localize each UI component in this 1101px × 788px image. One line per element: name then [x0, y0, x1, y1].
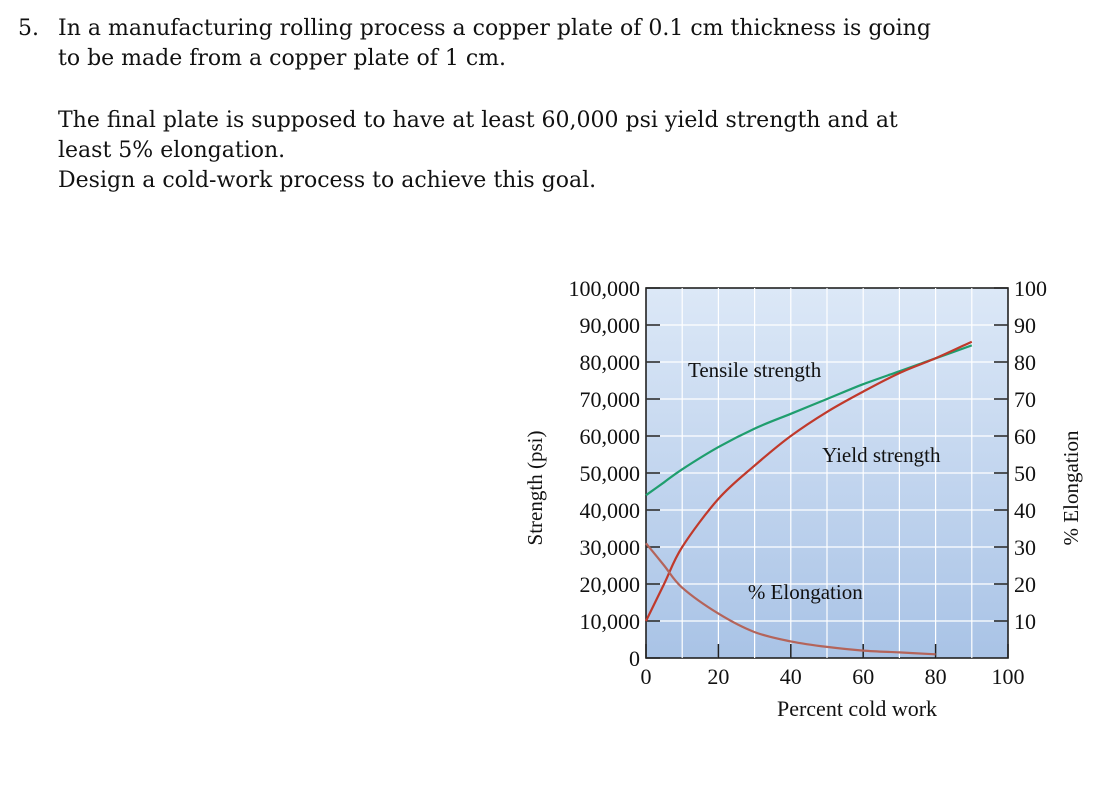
problem-line-5: Design a cold-work process to achieve th…	[58, 168, 597, 193]
y-left-tick-label: 10,000	[580, 609, 641, 634]
problem-line-3: The final plate is supposed to have at l…	[58, 108, 898, 133]
x-tick-label: 40	[780, 664, 802, 689]
problem-line-4: least 5% elongation.	[58, 138, 286, 163]
y-right-tick-label: 20	[1014, 572, 1036, 597]
x-axis-label: Percent cold work	[777, 696, 937, 721]
y-left-axis-label: Strength (psi)	[523, 431, 547, 546]
x-tick-label: 60	[852, 664, 874, 689]
y-right-tick-label: 10	[1014, 609, 1036, 634]
y-left-tick-label: 90,000	[580, 313, 641, 338]
y-right-tick-label: 90	[1014, 313, 1036, 338]
y-right-tick-label: 40	[1014, 498, 1036, 523]
y-right-axis-label: % Elongation	[1059, 430, 1083, 545]
annotation-tensile-strength: Tensile strength	[688, 358, 822, 382]
y-left-tick-label: 0	[629, 646, 640, 671]
y-right-tick-label: 70	[1014, 387, 1036, 412]
y-right-tick-label: 80	[1014, 350, 1036, 375]
problem-line-2: to be made from a copper plate of 1 cm.	[58, 46, 507, 71]
problem-statement: 5. In a manufacturing rolling process a …	[18, 14, 1078, 196]
y-left-tick-label: 70,000	[580, 387, 641, 412]
y-left-tick-label: 50,000	[580, 461, 641, 486]
x-tick-label: 20	[707, 664, 729, 689]
y-left-tick-label: 100,000	[569, 276, 641, 301]
y-right-tick-label: 30	[1014, 535, 1036, 560]
y-left-tick-label: 40,000	[580, 498, 641, 523]
series-line-yield-strength	[645, 340, 973, 622]
y-left-tick-label: 80,000	[580, 350, 641, 375]
x-tick-label: 80	[925, 664, 947, 689]
question-number: 5.	[18, 16, 39, 41]
y-left-tick-label: 60,000	[580, 424, 641, 449]
annotation-elongation: % Elongation	[748, 580, 863, 604]
y-right-tick-label: 50	[1014, 461, 1036, 486]
series-line-elongation	[645, 542, 936, 656]
x-tick-label: 100	[992, 664, 1025, 689]
y-left-tick-label: 20,000	[580, 572, 641, 597]
y-right-tick-label: 60	[1014, 424, 1036, 449]
problem-line-1: In a manufacturing rolling process a cop…	[58, 16, 931, 41]
y-left-tick-label: 30,000	[580, 535, 641, 560]
cold-work-chart: 0 10,000 20,000 30,000 40,000 50,000 60,000 70,…	[523, 276, 1083, 721]
x-tick-label: 0	[641, 664, 652, 689]
annotation-yield-strength: Yield strength	[822, 443, 941, 467]
y-right-tick-label: 100	[1014, 276, 1047, 301]
